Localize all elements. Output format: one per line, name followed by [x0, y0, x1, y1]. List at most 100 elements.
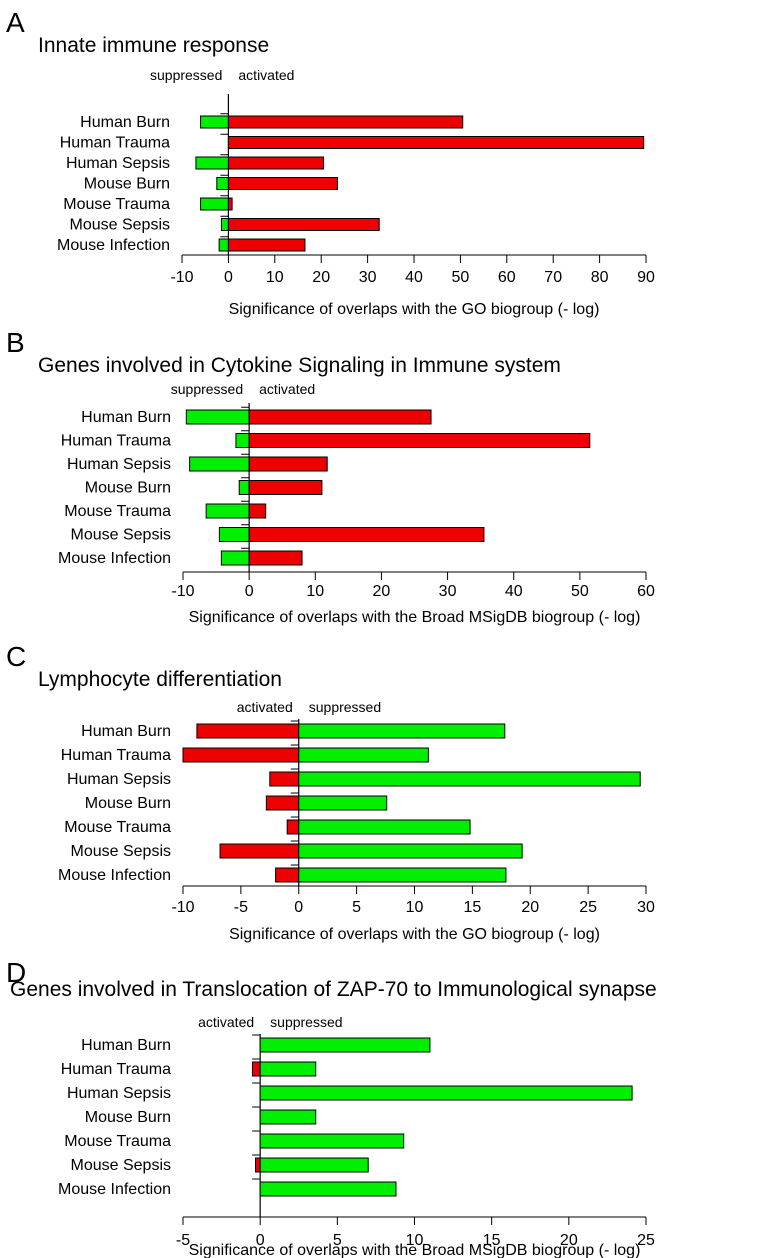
- chart-c-bar-suppressed: [298, 843, 523, 859]
- chart-c-x-tick-label: 25: [579, 899, 597, 916]
- chart-b-bar-suppressed: [238, 480, 250, 495]
- chart-d-right-direction-label: suppressed: [270, 1014, 342, 1030]
- chart-c-left-direction-label: activated: [237, 699, 293, 715]
- chart-d-x-tick-label: 25: [637, 1232, 655, 1249]
- chart-a-x-tick-label: 40: [405, 269, 423, 286]
- chart-c-x-tick-label: 15: [463, 899, 481, 916]
- chart-c-category-label: Mouse Burn: [85, 795, 171, 812]
- chart-a-x-tick-label: 50: [452, 269, 470, 286]
- chart-d-bar-suppressed: [259, 1133, 405, 1149]
- chart-c-category-label: Mouse Infection: [58, 867, 171, 884]
- chart-b-category-label: Human Burn: [81, 409, 171, 426]
- chart-b-x-axis-label: Significance of overlaps with the Broad …: [189, 609, 641, 626]
- chart-c-x-axis-label: Significance of overlaps with the GO bio…: [229, 926, 600, 943]
- chart-b-bar-activated: [248, 409, 432, 425]
- chart-a-x-tick-label: 30: [359, 269, 377, 286]
- chart-c-bar-activated: [219, 843, 300, 859]
- chart-d-x-tick-label: 20: [560, 1232, 578, 1249]
- chart-a-category-label: Mouse Infection: [57, 237, 170, 254]
- chart-c-x-tick-label: 0: [294, 899, 303, 916]
- chart-d-bar-activated: [251, 1061, 261, 1077]
- chart-c-bar-activated: [196, 723, 300, 739]
- chart-b-bar-suppressed: [220, 550, 250, 566]
- chart-a-title: Innate immune response: [38, 34, 269, 57]
- chart-a-x-tick-label: 10: [266, 269, 284, 286]
- chart-c-bar-suppressed: [298, 723, 506, 739]
- chart-a-bar-suppressed: [216, 177, 229, 190]
- chart-c-bar-activated: [265, 795, 300, 811]
- chart-b-category-label: Human Sepsis: [67, 456, 171, 473]
- chart-d-bar-suppressed: [259, 1181, 397, 1197]
- chart-a-bar-activated: [227, 136, 645, 149]
- chart-b-right-direction-label: activated: [259, 381, 315, 397]
- chart-a-category-label: Human Trauma: [60, 135, 170, 152]
- chart-a-bar-activated: [227, 177, 338, 190]
- chart-d-category-label: Mouse Trauma: [64, 1133, 171, 1150]
- chart-b-bar-suppressed: [235, 433, 250, 448]
- chart-b-category-label: Human Trauma: [61, 433, 171, 450]
- chart-a-bar-suppressed: [220, 218, 229, 231]
- chart-a-bar-suppressed: [200, 115, 229, 129]
- chart-b-panel-letter: B: [6, 327, 25, 358]
- chart-d-bar-suppressed: [259, 1157, 369, 1173]
- chart-d-x-axis-label: Significance of overlaps with the Broad …: [189, 1242, 641, 1258]
- chart-c-category-label: Human Burn: [81, 723, 171, 740]
- chart-a-category-label: Mouse Sepsis: [70, 217, 171, 234]
- chart-b-x-tick-label: 0: [245, 583, 254, 600]
- chart-c-bar-suppressed: [298, 747, 429, 763]
- chart-b-x-tick-label: 50: [571, 583, 589, 600]
- chart-c-right-direction-label: suppressed: [309, 699, 381, 715]
- chart-a-right-direction-label: activated: [238, 67, 294, 83]
- chart-b-category-label: Mouse Sepsis: [71, 527, 172, 544]
- chart-a-bar-activated: [227, 197, 233, 211]
- chart-d-title: Genes involved in Translocation of ZAP-7…: [10, 978, 657, 1001]
- chart-a-bar-activated: [227, 156, 325, 170]
- chart-d-bar-suppressed: [259, 1061, 317, 1077]
- chart-c-category-label: Mouse Sepsis: [71, 843, 172, 860]
- chart-b-title: Genes involved in Cytokine Signaling in …: [38, 354, 561, 377]
- chart-a-x-tick-label: 60: [498, 269, 516, 286]
- chart-c-x-tick-label: 30: [637, 899, 655, 916]
- chart-a-x-tick-label: 80: [591, 269, 609, 286]
- chart-c-x-tick-label: 20: [521, 899, 539, 916]
- chart-a-category-label: Human Burn: [80, 114, 170, 131]
- chart-b-bar-activated: [248, 550, 303, 566]
- chart-c-bar-activated: [275, 867, 300, 883]
- chart-c-x-tick-label: -10: [171, 899, 194, 916]
- chart-b-category-label: Mouse Infection: [58, 550, 171, 567]
- chart-a-bar-suppressed: [200, 197, 229, 211]
- chart-d-panel-letter: D: [6, 957, 26, 988]
- chart-a-x-tick-label: 20: [312, 269, 330, 286]
- chart-b-bar-suppressed: [189, 456, 250, 472]
- chart-c-bar-activated: [286, 819, 300, 835]
- chart-d-bar-suppressed: [259, 1109, 317, 1125]
- chart-c-bar-suppressed: [298, 771, 641, 787]
- chart-c-category-label: Human Sepsis: [67, 771, 171, 788]
- chart-b-bar-suppressed: [185, 409, 250, 425]
- chart-b-x-tick-label: 10: [306, 583, 324, 600]
- chart-c-title: Lymphocyte differentiation: [38, 668, 282, 691]
- chart-b-x-tick-label: 30: [439, 583, 457, 600]
- chart-c-x-tick-label: 10: [406, 899, 424, 916]
- chart-b-bar-activated: [248, 456, 328, 472]
- chart-d-category-label: Mouse Sepsis: [71, 1157, 172, 1174]
- chart-d-bar-activated: [255, 1157, 261, 1173]
- chart-a-x-tick-label: 70: [544, 269, 562, 286]
- chart-c-x-tick-label: 5: [352, 899, 361, 916]
- chart-a-category-label: Human Sepsis: [66, 155, 170, 172]
- chart-b-bar-activated: [248, 527, 485, 542]
- chart-c-panel-letter: C: [6, 641, 26, 672]
- chart-a-x-tick-label: 0: [224, 269, 233, 286]
- chart-a-bar-suppressed: [218, 238, 229, 252]
- chart-b-bar-activated: [248, 503, 267, 519]
- chart-d-category-label: Human Sepsis: [67, 1085, 171, 1102]
- chart-b-bar-activated: [248, 480, 323, 495]
- chart-d-x-tick-label: 10: [406, 1232, 424, 1249]
- chart-d-bar-suppressed: [259, 1037, 431, 1053]
- chart-c-category-label: Mouse Trauma: [64, 819, 171, 836]
- chart-d-category-label: Human Trauma: [61, 1061, 171, 1078]
- chart-b-category-label: Mouse Burn: [85, 480, 171, 497]
- chart-d-x-tick-label: 0: [256, 1232, 265, 1249]
- chart-a-x-axis-label: Significance of overlaps with the GO bio…: [229, 301, 600, 318]
